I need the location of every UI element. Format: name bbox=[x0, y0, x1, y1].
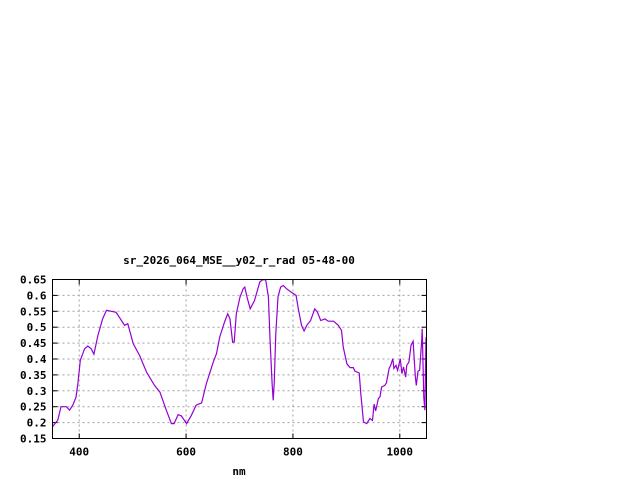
y-tick-label: 0.5 bbox=[27, 321, 47, 334]
chart-title: sr_2026_064_MSE__y02_r_rad 05-48-00 bbox=[123, 254, 355, 267]
y-tick-label: 0.45 bbox=[20, 337, 47, 350]
x-tick-label: 600 bbox=[176, 446, 196, 459]
x-tick-label: 400 bbox=[69, 446, 89, 459]
y-tick-label: 0.2 bbox=[27, 417, 47, 430]
y-tick-label: 0.35 bbox=[20, 369, 47, 382]
y-axis: 0.15 0.2 0.25 0.3 0.35 0.4 0.45 0.5 0.55 0.6 0.65 bbox=[20, 274, 427, 446]
y-tick-label: 0.55 bbox=[20, 305, 47, 318]
y-tick-label: 0.65 bbox=[20, 274, 47, 287]
y-tick-label: 0.15 bbox=[20, 433, 47, 446]
grid bbox=[52, 279, 427, 439]
y-tick-label: 0.6 bbox=[27, 289, 47, 302]
series-line bbox=[52, 279, 427, 428]
x-axis-label: nm bbox=[232, 465, 246, 478]
y-tick-label: 0.3 bbox=[27, 385, 47, 398]
x-tick-label: 1000 bbox=[387, 446, 414, 459]
y-tick-label: 0.25 bbox=[20, 401, 47, 414]
y-tick-label: 0.4 bbox=[27, 353, 47, 366]
x-axis: 400 600 800 1000 bbox=[69, 279, 414, 459]
plot-frame bbox=[52, 279, 427, 439]
x-tick-label: 800 bbox=[283, 446, 303, 459]
